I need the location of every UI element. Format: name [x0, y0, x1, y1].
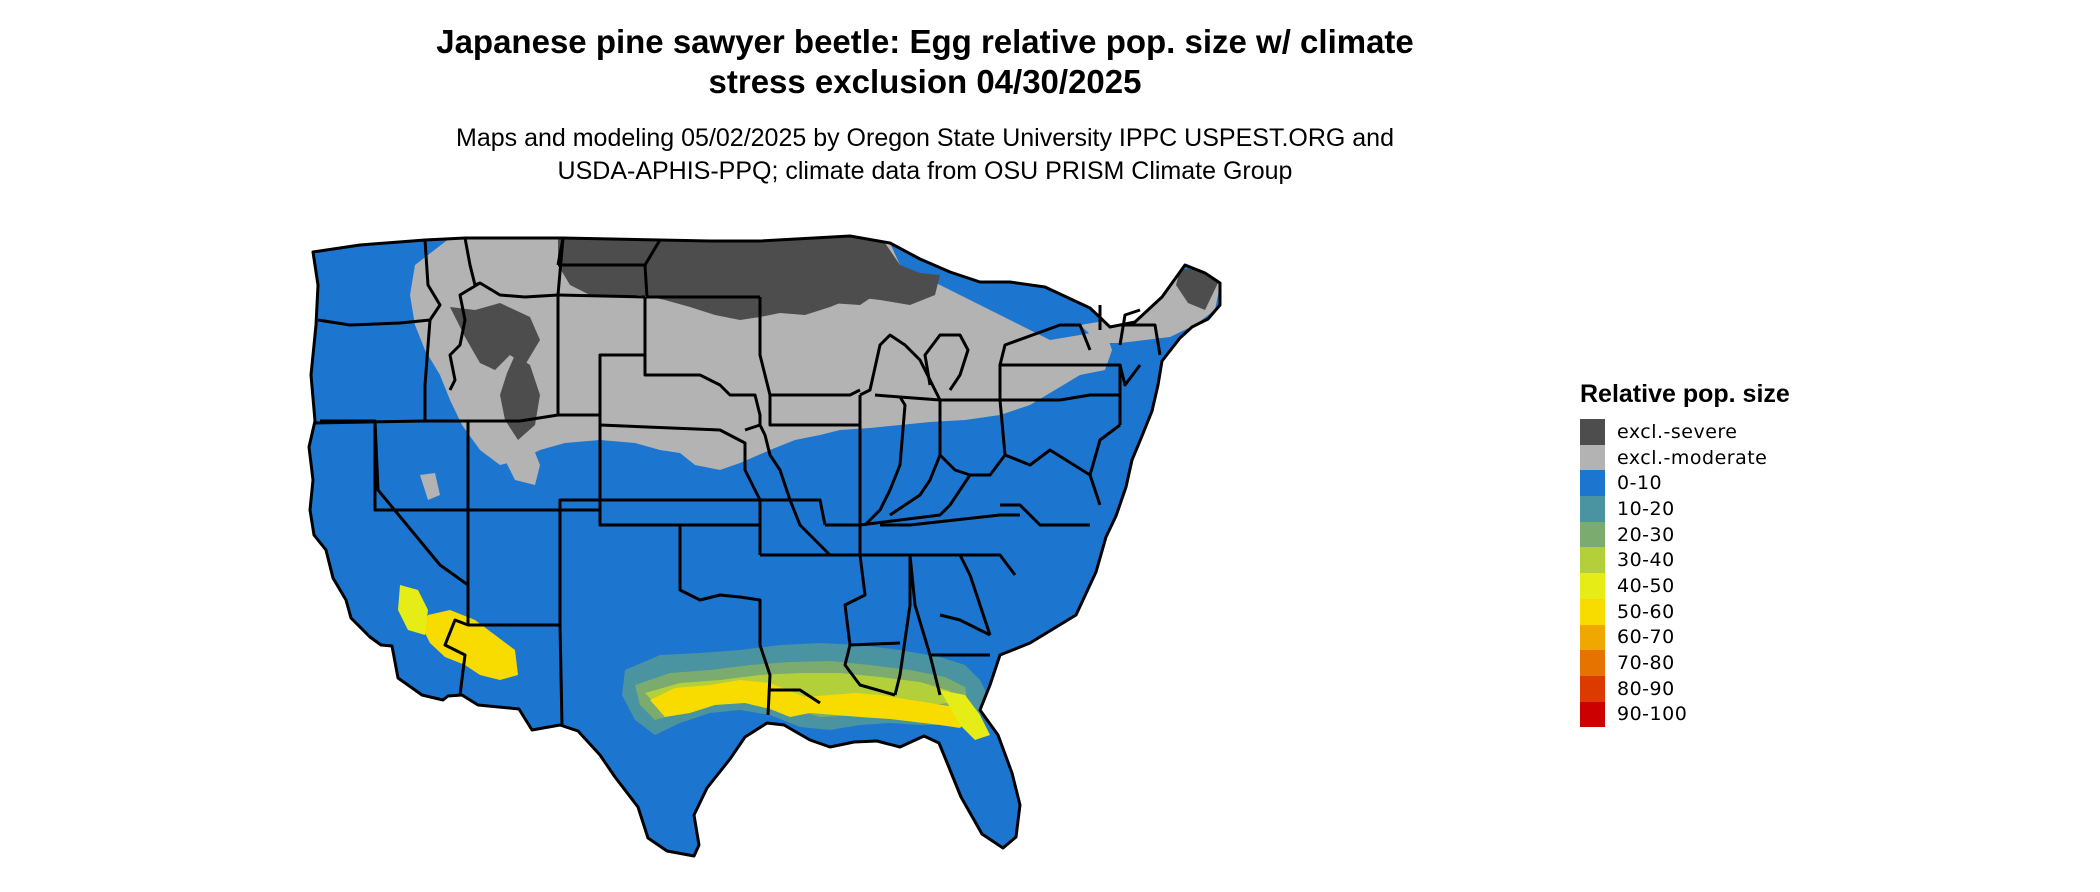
- legend-swatch: [1580, 419, 1605, 445]
- region-50-60-gulf: [650, 680, 970, 728]
- legend-label: excl.-severe: [1617, 420, 1738, 443]
- map-title: Japanese pine sawyer beetle: Egg relativ…: [0, 22, 1850, 102]
- legend: Relative pop. size excl.-severe excl.-mo…: [1580, 380, 1790, 728]
- legend-swatch: [1580, 675, 1605, 702]
- legend-item-40-50: 40-50: [1580, 573, 1790, 599]
- legend-item-80-90: 80-90: [1580, 675, 1790, 702]
- region-40-50-california-desert: [398, 585, 428, 635]
- legend-swatch: [1580, 701, 1605, 728]
- legend-item-70-80: 70-80: [1580, 650, 1790, 676]
- legend-label: 20-30: [1617, 523, 1675, 546]
- region-excl-severe-michigan: [800, 275, 875, 305]
- subtitle-line-1: Maps and modeling 05/02/2025 by Oregon S…: [456, 124, 1394, 152]
- legend-label: 80-90: [1617, 677, 1675, 700]
- title-line-2: stress exclusion 04/30/2025: [708, 63, 1142, 100]
- legend-item-excl-severe: excl.-severe: [1580, 419, 1790, 445]
- legend-item-0-10: 0-10: [1580, 470, 1790, 497]
- legend-label: 60-70: [1617, 626, 1675, 649]
- legend-swatch: [1580, 650, 1605, 676]
- legend-title: Relative pop. size: [1580, 380, 1790, 408]
- region-excl-moderate-utah: [505, 440, 540, 485]
- legend-label: 30-40: [1617, 549, 1675, 572]
- legend-item-10-20: 10-20: [1580, 496, 1790, 522]
- legend-item-60-70: 60-70: [1580, 624, 1790, 651]
- climate-overlay: [398, 236, 1220, 740]
- legend-label: 0-10: [1617, 472, 1663, 495]
- legend-label: excl.-moderate: [1617, 446, 1768, 469]
- region-50-60-arizona: [422, 610, 518, 680]
- legend-swatch: [1580, 547, 1605, 574]
- legend-label: 50-60: [1617, 600, 1675, 623]
- region-excl-severe-maine: [1176, 267, 1218, 310]
- legend-item-30-40: 30-40: [1580, 547, 1790, 574]
- state-borders: [307, 234, 1222, 858]
- legend-swatch: [1580, 624, 1605, 651]
- legend-swatch: [1580, 444, 1605, 471]
- legend-label: 90-100: [1617, 703, 1688, 726]
- subtitle-line-2: USDA-APHIS-PPQ; climate data from OSU PR…: [557, 157, 1293, 185]
- legend-item-20-30: 20-30: [1580, 521, 1790, 548]
- legend-item-excl-moderate: excl.-moderate: [1580, 444, 1790, 471]
- legend-label: 10-20: [1617, 497, 1675, 520]
- legend-item-90-100: 90-100: [1580, 701, 1790, 728]
- region-excl-severe-wyoming: [450, 303, 540, 370]
- region-excl-moderate-nevada: [420, 473, 440, 500]
- map-subtitle: Maps and modeling 05/02/2025 by Oregon S…: [0, 122, 1850, 188]
- legend-label: 40-50: [1617, 574, 1675, 597]
- legend-swatch: [1580, 573, 1605, 599]
- legend-swatch: [1580, 470, 1605, 497]
- legend-label: 70-80: [1617, 652, 1675, 675]
- legend-swatch: [1580, 496, 1605, 522]
- legend-swatch: [1580, 521, 1605, 548]
- legend-item-50-60: 50-60: [1580, 598, 1790, 625]
- legend-swatch: [1580, 598, 1605, 625]
- us-map: [307, 234, 1222, 858]
- region-40-50-florida: [940, 690, 990, 740]
- legend-items: excl.-severe excl.-moderate 0-10 10-20 2…: [1580, 419, 1790, 728]
- title-line-1: Japanese pine sawyer beetle: Egg relativ…: [436, 23, 1414, 60]
